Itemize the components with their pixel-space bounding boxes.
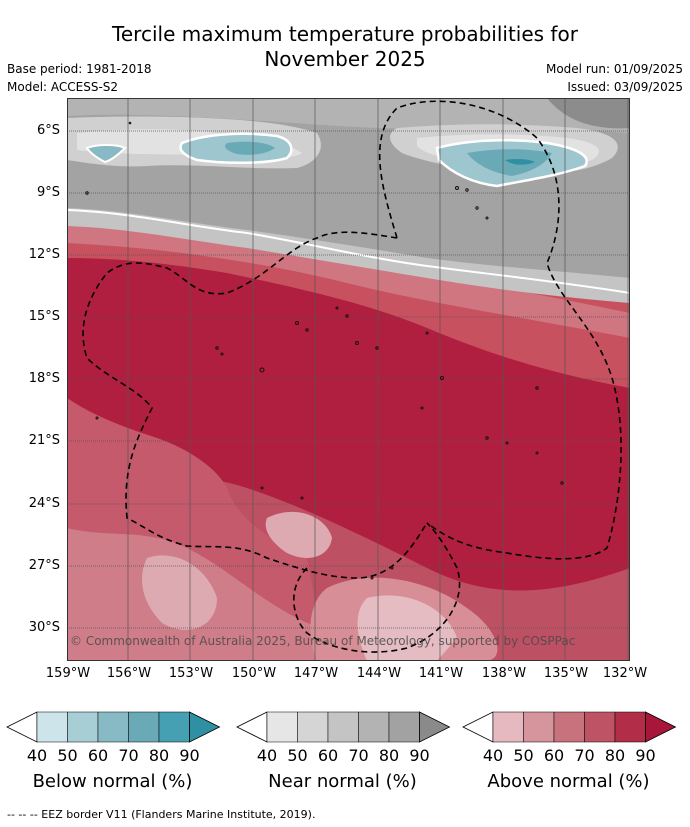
colorbar-segment	[614, 711, 646, 743]
colorbar-tick-label: 90	[179, 746, 200, 765]
probability-map	[67, 98, 630, 661]
title-line-2: November 2025	[264, 47, 426, 71]
colorbar-extend-low	[236, 711, 268, 743]
lat-label: 15°S	[28, 309, 60, 324]
islands	[85, 121, 564, 580]
above-patch-low-2	[265, 511, 332, 558]
colorbar-tick-label: 40	[256, 746, 278, 765]
colorbar-segment	[297, 711, 329, 743]
colorbar-tick-label: 90	[409, 746, 430, 765]
colorbar-tick-label: 80	[378, 746, 400, 765]
colorbar-tick-label: 70	[574, 746, 595, 765]
colorbar-extend-low	[462, 711, 494, 743]
colorbar-segment	[388, 711, 420, 743]
colorbar-tick-label: 90	[635, 746, 656, 765]
colorbar-tick-label: 70	[348, 746, 369, 765]
above-patch-low	[142, 555, 217, 630]
colorbar-tick-label: 70	[118, 746, 139, 765]
below-normal-core-2	[225, 141, 275, 155]
colorbar-tick-label: 50	[287, 746, 308, 765]
colorbar-segment	[523, 711, 555, 743]
lat-label: 30°S	[28, 620, 60, 635]
colorbar-tick-label: 60	[87, 746, 109, 765]
colorbar-below-normal	[6, 711, 221, 743]
lon-label: 156°W	[106, 666, 152, 681]
lat-label: 21°S	[28, 433, 60, 448]
colorbar-segment	[97, 711, 129, 743]
base-period: Base period: 1981-2018	[7, 62, 152, 76]
colorbar-above-normal	[462, 711, 677, 743]
copyright-notice: © Commonwealth of Australia 2025, Bureau…	[70, 634, 576, 648]
lon-label: 132°W	[602, 666, 648, 681]
colorbar-tick-label: 40	[26, 746, 48, 765]
lon-label: 138°W	[481, 666, 527, 681]
colorbar-near-normal	[236, 711, 451, 743]
eez-borders	[82, 100, 622, 653]
lat-label: 24°S	[28, 496, 60, 511]
model-run: Model run: 01/09/2025	[545, 62, 683, 76]
below-normal-patch-1	[85, 144, 127, 164]
lon-label: 135°W	[543, 666, 589, 681]
colorbar-extend-high	[419, 711, 451, 743]
colorbar-segment	[158, 711, 190, 743]
near-normal-90	[547, 98, 630, 129]
map-frame	[67, 98, 630, 661]
colorbar-extend-high	[189, 711, 221, 743]
colorbar-title-near: Near normal (%)	[268, 771, 417, 792]
meta-left: Base period: 1981-2018 Model: ACCESS-S2	[7, 60, 152, 96]
lon-label: 141°W	[418, 666, 464, 681]
colorbar-segment	[128, 711, 160, 743]
lon-label: 144°W	[356, 666, 402, 681]
colorbar-segment	[327, 711, 359, 743]
colorbar-extend-low	[6, 711, 38, 743]
below-normal-core-3b	[505, 158, 535, 165]
colorbar-tick-label: 50	[57, 746, 78, 765]
colorbar-tick-label: 80	[148, 746, 170, 765]
lat-label: 6°S	[36, 123, 60, 138]
colorbar-segment	[36, 711, 68, 743]
below-normal-core-3	[467, 149, 552, 176]
gridlines	[67, 98, 630, 661]
eez-footnote: -- -- -- EEZ border V11 (Flanders Marine…	[7, 808, 316, 821]
colorbar-segment	[553, 711, 585, 743]
colorbar-tick-label: 50	[513, 746, 534, 765]
lon-label: 150°W	[231, 666, 277, 681]
colorbars	[6, 711, 677, 743]
lon-label: 147°W	[293, 666, 339, 681]
colorbar-title-above: Above normal (%)	[487, 771, 650, 792]
colorbar-segment	[358, 711, 390, 743]
colorbar-tick-label: 80	[604, 746, 626, 765]
above-band-north-60	[67, 223, 630, 388]
colorbar-segment	[584, 711, 616, 743]
colorbar-extend-high	[645, 711, 677, 743]
lat-label: 27°S	[28, 558, 60, 573]
colorbar-title-below: Below normal (%)	[32, 771, 193, 792]
colorbar-segment	[266, 711, 298, 743]
tercile-boundary	[67, 209, 630, 294]
lat-label: 18°S	[28, 371, 60, 386]
colorbar-tick-label: 40	[482, 746, 504, 765]
lon-label: 153°W	[168, 666, 214, 681]
colorbar-segment	[492, 711, 524, 743]
issued-date: Issued: 03/09/2025	[567, 80, 683, 94]
lon-label: 159°W	[45, 666, 91, 681]
map-title: Tercile maximum temperature probabilitie…	[0, 22, 690, 72]
colorbar-tick-label: 60	[317, 746, 339, 765]
above-band-north-50	[67, 213, 630, 338]
model-name: Model: ACCESS-S2	[7, 80, 119, 94]
colorbar-segment	[67, 711, 99, 743]
lat-label: 9°S	[36, 185, 60, 200]
near-normal-60	[67, 208, 630, 303]
lat-label: 12°S	[28, 247, 60, 262]
title-line-1: Tercile maximum temperature probabilitie…	[112, 22, 578, 46]
near-normal-north	[67, 98, 630, 133]
meta-right: Model run: 01/09/2025 Issued: 03/09/2025	[546, 60, 683, 96]
colorbar-tick-label: 60	[543, 746, 565, 765]
